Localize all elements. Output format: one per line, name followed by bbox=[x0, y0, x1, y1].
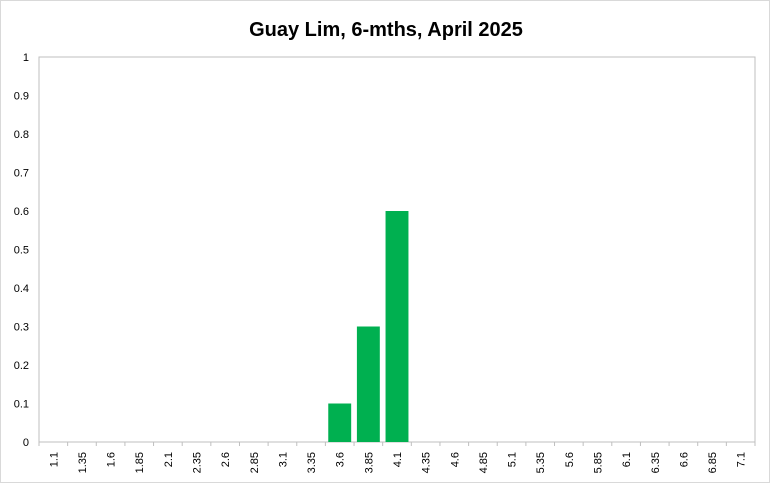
x-tick-label: 5.1 bbox=[507, 452, 519, 467]
y-tick-label: 0.5 bbox=[14, 245, 29, 257]
x-tick-label: 4.35 bbox=[421, 452, 433, 473]
x-tick-label: 4.1 bbox=[392, 452, 404, 467]
bar bbox=[356, 326, 380, 442]
x-tick-label: 2.1 bbox=[163, 452, 175, 467]
y-tick-label: 0.6 bbox=[14, 206, 29, 218]
y-tick-label: 0.7 bbox=[14, 168, 29, 180]
x-tick-label: 3.6 bbox=[335, 452, 347, 467]
y-tick-label: 0.9 bbox=[14, 91, 29, 103]
x-tick-label: 1.6 bbox=[106, 452, 118, 467]
x-tick-label: 3.85 bbox=[363, 452, 375, 473]
x-tick-label: 4.6 bbox=[449, 452, 461, 467]
y-tick-label: 0.3 bbox=[14, 322, 29, 334]
x-tick-label: 6.6 bbox=[678, 452, 690, 467]
y-tick-label: 0.8 bbox=[14, 129, 29, 141]
y-tick-label: 0.2 bbox=[14, 360, 29, 372]
x-tick-label: 2.35 bbox=[192, 452, 204, 473]
x-tick-label: 3.35 bbox=[306, 452, 318, 473]
bar bbox=[328, 403, 352, 442]
bar bbox=[385, 211, 409, 442]
x-tick-label: 5.35 bbox=[535, 452, 547, 473]
plot-area: 0 0.1 0.2 0.3 0.4 0.5 0.6 0.7 0.8 0.9 1 1.1 1.35 1.6 1… bbox=[14, 52, 756, 473]
x-tick-label: 7.1 bbox=[736, 452, 748, 467]
x-tick-label: 1.85 bbox=[134, 452, 146, 473]
chart-title: Guay Lim, 6-mths, April 2025 bbox=[249, 19, 523, 41]
x-tick-label: 6.35 bbox=[650, 452, 662, 473]
x-tick-label: 1.1 bbox=[48, 452, 60, 467]
x-tick-label: 5.6 bbox=[564, 452, 576, 467]
x-tick-label: 2.6 bbox=[220, 452, 232, 467]
x-tick-label: 6.85 bbox=[707, 452, 719, 473]
y-tick-label: 1 bbox=[23, 52, 29, 64]
y-tick-label: 0.4 bbox=[14, 283, 29, 295]
x-tick-label: 1.35 bbox=[77, 452, 89, 473]
x-tick-label: 4.85 bbox=[478, 452, 490, 473]
x-tick-label: 2.85 bbox=[249, 452, 261, 473]
x-tick-label: 6.1 bbox=[621, 452, 633, 467]
x-tick-label: 5.85 bbox=[592, 452, 604, 473]
x-tick-label: 3.1 bbox=[277, 452, 289, 467]
y-tick-label: 0 bbox=[23, 437, 29, 449]
y-tick-label: 0.1 bbox=[14, 399, 29, 411]
